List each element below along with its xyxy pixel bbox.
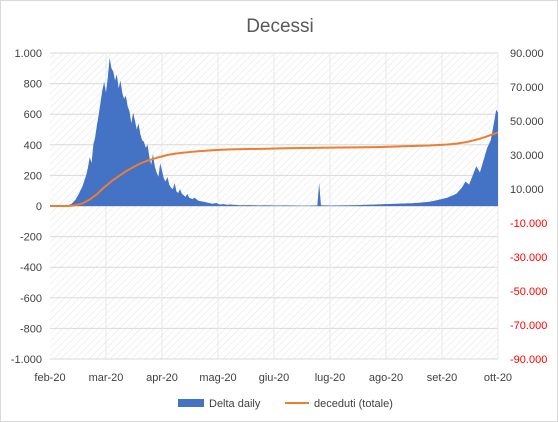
x-tick-label-set-20: set-20 xyxy=(427,372,458,384)
x-tick-label-feb-20: feb-20 xyxy=(34,372,65,384)
legend-label-deceduti-totale: deceduti (totale) xyxy=(314,398,393,410)
x-axis-ticks: feb-20 mar-20 apr-20 mag-20 giu-20 lug-20 ago-… xyxy=(34,372,512,384)
left-tick-label: 200 xyxy=(24,170,42,182)
x-tick-label-lug-20: lug-20 xyxy=(315,372,346,384)
left-axis-ticks: 1.000 800 600 400 200 0 -200 -400 -600 -800 -1.000 xyxy=(11,48,42,366)
left-tick-label: 400 xyxy=(24,140,42,152)
legend-label-delta-daily: Delta daily xyxy=(209,398,261,410)
right-tick-label: 30.000 xyxy=(510,150,544,162)
right-tick-label: -50.000 xyxy=(510,286,547,298)
right-axis-ticks: 90.000 70.000 50.000 30.000 10.000 -10.000 -30… xyxy=(510,48,547,366)
series-area-delta-daily xyxy=(50,57,498,207)
x-tick-label-mar-20: mar-20 xyxy=(89,372,124,384)
right-tick-label: 50.000 xyxy=(510,116,544,128)
left-tick-label: -800 xyxy=(20,323,42,335)
left-tick-label: 0 xyxy=(36,201,42,213)
right-tick-label: -30.000 xyxy=(510,252,547,264)
x-tick-label-mag-20: mag-20 xyxy=(199,372,236,384)
left-tick-label: 1.000 xyxy=(14,48,42,60)
left-tick-label: -400 xyxy=(20,262,42,274)
series-layer xyxy=(49,57,499,207)
series-line-deceduti-totale xyxy=(49,131,499,207)
x-tick-label-giu-20: giu-20 xyxy=(259,372,290,384)
left-tick-label: -200 xyxy=(20,232,42,244)
left-tick-label: -1.000 xyxy=(11,354,42,366)
legend: Delta daily deceduti (totale) xyxy=(178,398,393,410)
right-tick-label: -90.000 xyxy=(510,354,547,366)
left-tick-label: -600 xyxy=(20,293,42,305)
chart-title: Decessi xyxy=(246,16,314,37)
x-tick-label-apr-20: apr-20 xyxy=(146,372,178,384)
x-tick-label-ott-20: ott-20 xyxy=(484,372,512,384)
right-tick-label: -10.000 xyxy=(510,218,547,230)
right-tick-label: 90.000 xyxy=(510,48,544,60)
right-tick-label: 10.000 xyxy=(510,184,544,196)
left-tick-label: 800 xyxy=(24,79,42,91)
x-tick-label-ago-20: ago-20 xyxy=(369,372,403,384)
left-tick-label: 600 xyxy=(24,109,42,121)
right-tick-label: -70.000 xyxy=(510,320,547,332)
right-tick-label: 70.000 xyxy=(510,82,544,94)
legend-swatch-delta-daily xyxy=(178,399,204,407)
